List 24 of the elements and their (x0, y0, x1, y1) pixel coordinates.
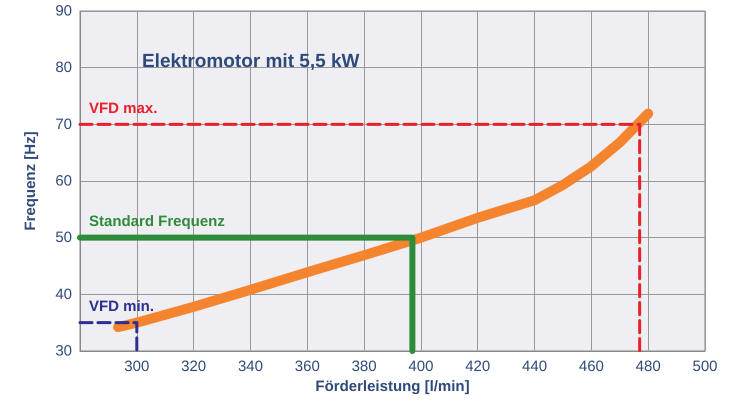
x-tick-label: 360 (294, 358, 320, 375)
x-tick-label: 420 (465, 358, 490, 375)
series-label: Standard Frequenz (89, 213, 225, 230)
text: Elektromotor mit 5,5 kW (142, 51, 360, 72)
y-tick-label: 70 (55, 116, 72, 133)
y-tick-label: 40 (55, 286, 72, 303)
series-label: VFD min. (89, 298, 154, 316)
x-tick-label: 340 (238, 358, 263, 375)
y-tick-label: 90 (55, 2, 72, 20)
y-axis-title: Frequenz [Hz] (22, 131, 39, 231)
y-tick-label: 80 (55, 59, 72, 76)
x-axis-title: Förderleistung [l/min] (315, 378, 470, 395)
series-label: VFD max. (89, 100, 158, 117)
x-tick-label: 400 (408, 358, 434, 375)
x-tick-label: 440 (522, 358, 548, 375)
y-tick-label: 60 (55, 172, 72, 190)
y-tick-label: 50 (55, 229, 72, 246)
y-tick-label: 30 (55, 342, 72, 360)
x-tick-label: 460 (578, 358, 604, 375)
x-tick-label: 500 (692, 358, 718, 375)
x-tick-label: 380 (352, 358, 377, 375)
x-tick-label: 480 (636, 358, 661, 375)
x-tick-label: 320 (181, 358, 206, 375)
x-tick-label: 300 (124, 358, 150, 375)
